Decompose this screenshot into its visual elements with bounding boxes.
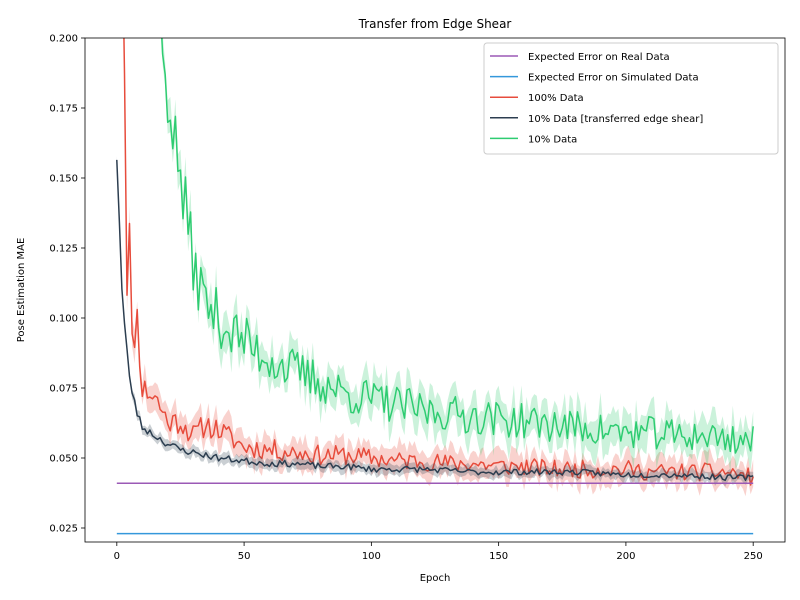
y-ticks: 0.025 0.050 0.075 0.100 0.125 0.150 0.175 0.200 bbox=[49, 34, 85, 535]
series-line-100-data bbox=[123, 38, 754, 486]
y-axis-label: Pose Estimation MAE bbox=[16, 238, 27, 343]
x-tick-label: 250 bbox=[744, 551, 763, 562]
x-axis-label: Epoch bbox=[420, 573, 451, 584]
series-band-10-data bbox=[161, 38, 754, 472]
y-tick-label: 0.125 bbox=[49, 244, 78, 255]
y-tick-label: 0.050 bbox=[49, 454, 78, 465]
legend-label-100-data: 100% Data bbox=[528, 93, 584, 104]
legend-label-expected-error-on-real-data: Expected Error on Real Data bbox=[528, 52, 670, 63]
legend-label-10-data: 10% Data bbox=[528, 134, 577, 145]
x-ticks: 0 50 100 150 200 250 bbox=[114, 542, 763, 562]
legend-label-expected-error-on-simulated-data: Expected Error on Simulated Data bbox=[528, 73, 699, 84]
y-tick-label: 0.025 bbox=[49, 524, 78, 535]
legend-box bbox=[483, 42, 779, 155]
chart-title: Transfer from Edge Shear bbox=[358, 17, 512, 31]
plot-frame bbox=[84, 37, 786, 543]
y-tick-label: 0.200 bbox=[49, 34, 78, 45]
x-tick-label: 100 bbox=[362, 551, 381, 562]
y-tick-label: 0.075 bbox=[49, 384, 78, 395]
x-tick-label: 200 bbox=[616, 551, 635, 562]
x-tick-label: 50 bbox=[238, 551, 251, 562]
series-line-10-data bbox=[161, 38, 754, 454]
y-tick-label: 0.175 bbox=[49, 104, 78, 115]
series-line-10-data-transferred-edge-shear bbox=[116, 159, 754, 482]
y-tick-label: 0.150 bbox=[49, 174, 78, 185]
series-layer bbox=[116, 38, 754, 535]
y-tick-label: 0.100 bbox=[49, 314, 78, 325]
legend-label-10-data-transferred-edge-shear: 10% Data [transferred edge shear] bbox=[528, 114, 703, 125]
x-tick-label: 150 bbox=[489, 551, 508, 562]
x-tick-label: 0 bbox=[114, 551, 120, 562]
legend: Expected Error on Real Data Expected Erro… bbox=[483, 42, 779, 155]
